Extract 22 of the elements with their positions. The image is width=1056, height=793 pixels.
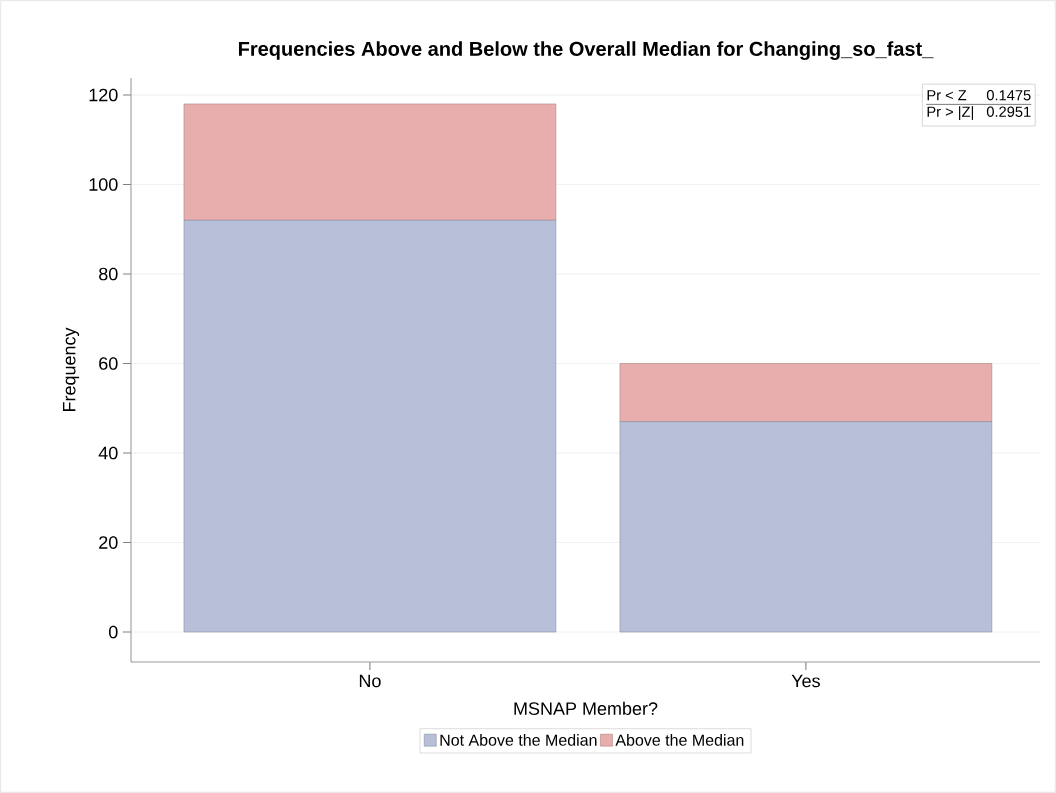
bar bbox=[183, 103, 557, 221]
annotation: Pr < Z bbox=[927, 90, 967, 101]
chart-title: Frequencies Above and Below the Overall Median for Changing_so_fast_ bbox=[238, 41, 934, 60]
legend-label: Not Above the Median bbox=[440, 734, 597, 746]
y-tick-label: 120 bbox=[89, 88, 118, 102]
y-tick-label: 40 bbox=[98, 446, 118, 460]
y-tick-label: 80 bbox=[99, 267, 118, 281]
bar bbox=[183, 220, 557, 633]
bar bbox=[619, 363, 993, 422]
x-axis-title: MSNAP Member? bbox=[514, 701, 658, 715]
annotation: 0.2951 bbox=[986, 106, 1031, 117]
y-tick-label: 0 bbox=[108, 625, 118, 639]
annotation: Pr > |Z| bbox=[927, 106, 974, 120]
bar bbox=[619, 421, 993, 633]
x-tick-label: No bbox=[359, 674, 381, 688]
y-axis-title: Frequency bbox=[62, 327, 80, 412]
y-tick-label: 20 bbox=[99, 536, 118, 549]
x-tick-label: Yes bbox=[791, 674, 820, 688]
legend-label: Above the Median bbox=[615, 734, 744, 746]
annotation: 0.1475 bbox=[986, 90, 1031, 101]
y-tick-label: 60 bbox=[99, 357, 118, 370]
y-tick-label: 100 bbox=[89, 178, 118, 191]
